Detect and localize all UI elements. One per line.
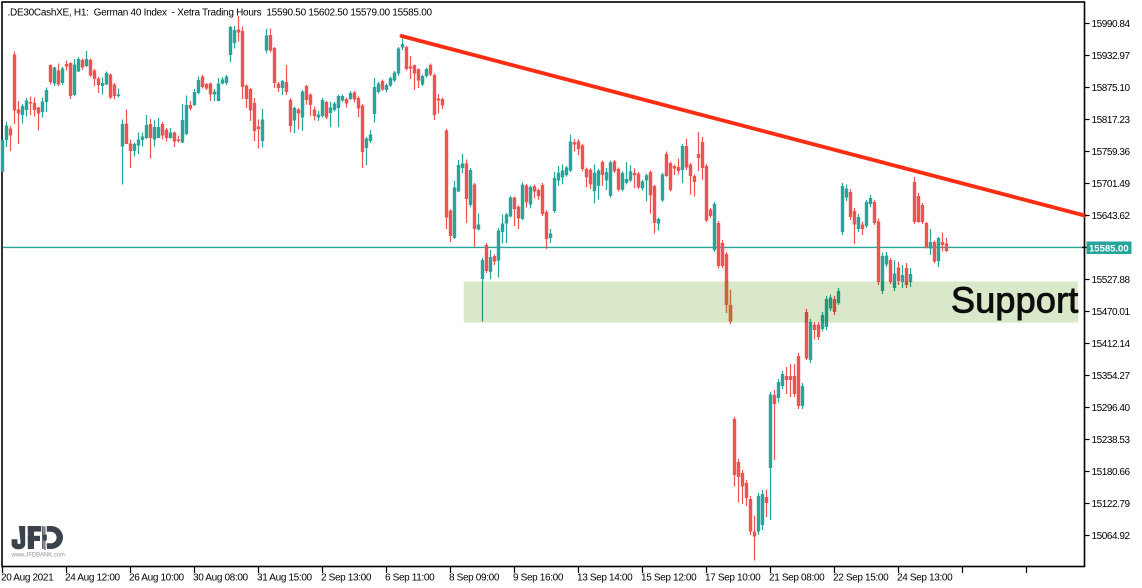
- svg-text:24 Sep 13:00: 24 Sep 13:00: [897, 573, 953, 584]
- svg-text:15875.10: 15875.10: [1092, 83, 1131, 94]
- svg-text:15122.79: 15122.79: [1092, 499, 1131, 510]
- svg-text:Support: Support: [951, 280, 1079, 321]
- svg-text:15585.00: 15585.00: [1089, 243, 1129, 254]
- svg-text:.DE30CashXE, H1: German 40 In: .DE30CashXE, H1: German 40 Index - Xetra…: [8, 8, 433, 19]
- svg-text:15701.49: 15701.49: [1092, 179, 1131, 190]
- svg-text:15643.62: 15643.62: [1092, 211, 1131, 222]
- svg-text:15180.66: 15180.66: [1092, 467, 1131, 478]
- svg-text:www.JFDBANK.com: www.JFDBANK.com: [11, 553, 65, 559]
- svg-text:15064.92: 15064.92: [1092, 531, 1131, 542]
- svg-text:15470.01: 15470.01: [1092, 307, 1131, 318]
- svg-text:9 Sep 16:00: 9 Sep 16:00: [513, 573, 564, 584]
- svg-text:15990.84: 15990.84: [1092, 19, 1131, 30]
- svg-text:13 Sep 14:00: 13 Sep 14:00: [577, 573, 633, 584]
- svg-text:15 Sep 12:00: 15 Sep 12:00: [641, 573, 697, 584]
- svg-text:15817.23: 15817.23: [1092, 115, 1131, 126]
- svg-text:15412.14: 15412.14: [1092, 339, 1131, 350]
- svg-text:17 Sep 10:00: 17 Sep 10:00: [705, 573, 761, 584]
- svg-text:30 Aug 08:00: 30 Aug 08:00: [193, 573, 249, 584]
- svg-text:24 Aug 12:00: 24 Aug 12:00: [65, 573, 121, 584]
- svg-text:15759.36: 15759.36: [1092, 147, 1131, 158]
- svg-text:15238.53: 15238.53: [1092, 435, 1131, 446]
- svg-text:8 Sep 09:00: 8 Sep 09:00: [449, 573, 500, 584]
- svg-text:15932.97: 15932.97: [1092, 51, 1131, 62]
- svg-text:31 Aug 15:00: 31 Aug 15:00: [257, 573, 313, 584]
- svg-text:26 Aug 10:00: 26 Aug 10:00: [129, 573, 185, 584]
- svg-text:21 Sep 08:00: 21 Sep 08:00: [769, 573, 825, 584]
- svg-text:15527.88: 15527.88: [1092, 275, 1131, 286]
- svg-text:6 Sep 11:00: 6 Sep 11:00: [385, 573, 435, 584]
- svg-text:15296.40: 15296.40: [1092, 403, 1131, 414]
- svg-text:15354.27: 15354.27: [1092, 371, 1131, 382]
- svg-text:2 Sep 13:00: 2 Sep 13:00: [321, 573, 372, 584]
- svg-text:22 Sep 15:00: 22 Sep 15:00: [833, 573, 889, 584]
- svg-text:20 Aug 2021: 20 Aug 2021: [1, 573, 54, 584]
